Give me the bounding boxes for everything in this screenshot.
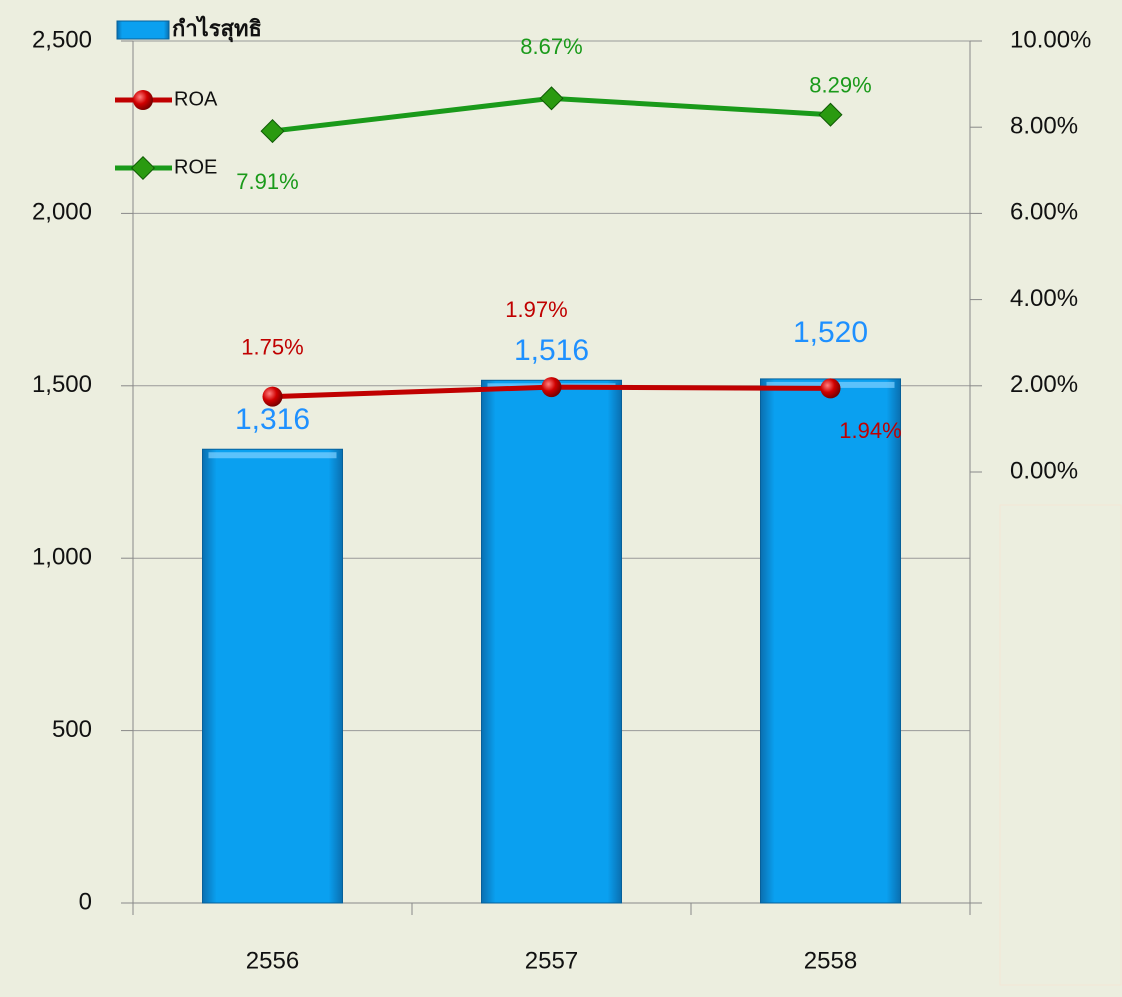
y-tick-label: 1,500	[32, 371, 92, 398]
legend-marker	[133, 90, 153, 110]
y2-tick-label: 10.00%	[1010, 26, 1091, 53]
bar-value-label: 1,520	[793, 316, 868, 349]
line-value-label: 8.67%	[520, 34, 582, 59]
bar	[481, 379, 622, 904]
line-value-label: 1.97%	[505, 297, 567, 322]
legend-label: กำไรสุทธิ	[172, 15, 262, 43]
marker	[262, 386, 283, 407]
y2-tick-label: 6.00%	[1010, 199, 1078, 226]
marker	[539, 86, 564, 111]
x-tick-label: 2556	[246, 947, 299, 974]
bar	[760, 378, 901, 904]
y-tick-label: 0	[79, 888, 92, 915]
bar	[202, 448, 343, 904]
bar-bevel	[208, 452, 337, 459]
marker	[260, 119, 285, 144]
y2-tick-label: 0.00%	[1010, 457, 1078, 484]
y2-tick-label: 4.00%	[1010, 285, 1078, 312]
y2-tick-label: 8.00%	[1010, 113, 1078, 140]
marker	[541, 377, 562, 398]
legend-swatch	[116, 20, 170, 40]
legend-label: ROE	[174, 156, 217, 178]
y-tick-label: 1,000	[32, 544, 92, 571]
line-value-label: 1.94%	[839, 418, 901, 443]
legend-marker	[130, 155, 156, 181]
line-value-label: 1.75%	[241, 334, 303, 359]
y-tick-label: 500	[52, 716, 92, 743]
legend-label: ROA	[174, 88, 218, 110]
y2-tick-label: 2.00%	[1010, 371, 1078, 398]
y-tick-label: 2,500	[32, 26, 92, 53]
x-tick-label: 2557	[525, 947, 578, 974]
empty-frame	[999, 504, 1122, 986]
marker	[820, 378, 841, 399]
bar-value-label: 1,516	[514, 334, 589, 367]
line-value-label: 7.91%	[236, 169, 298, 194]
y-tick-label: 2,000	[32, 199, 92, 226]
x-tick-label: 2558	[804, 947, 857, 974]
line-value-label: 8.29%	[809, 73, 871, 98]
marker	[818, 102, 843, 127]
bar-value-label: 1,316	[235, 403, 310, 436]
